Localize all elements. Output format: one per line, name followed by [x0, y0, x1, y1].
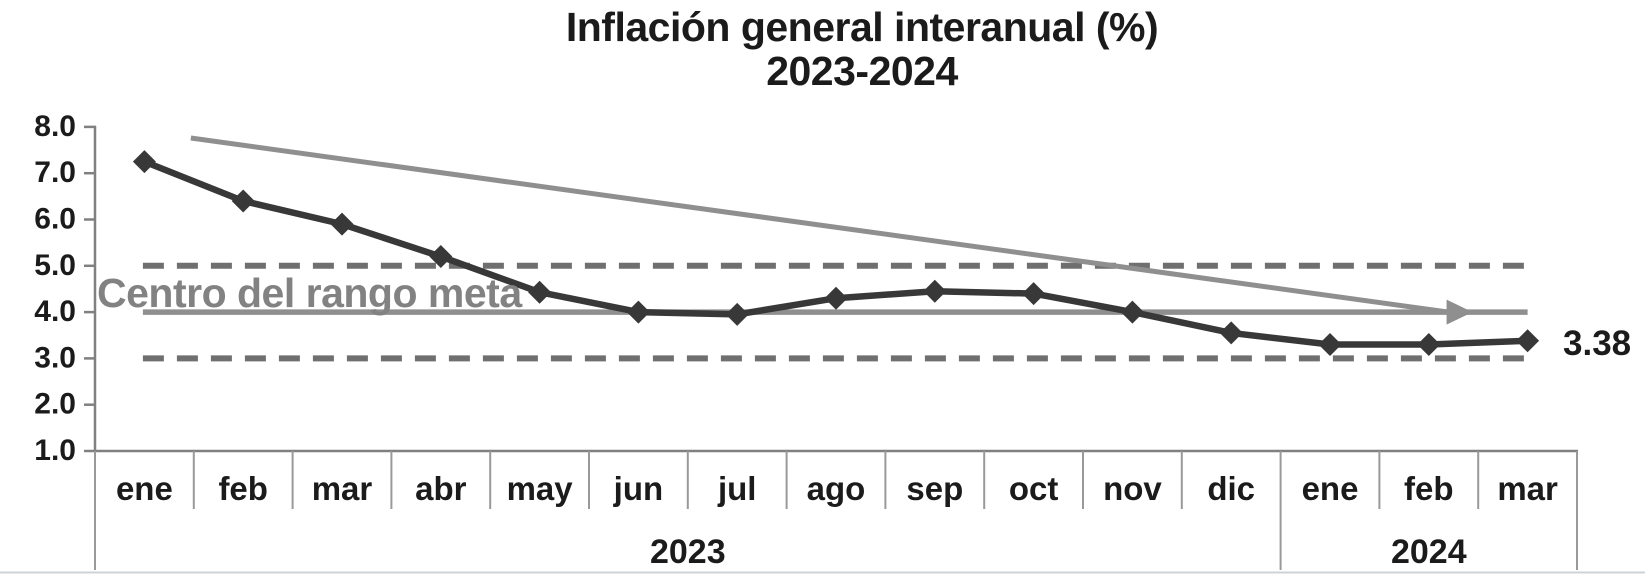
- x-tick-label-month: oct: [1009, 470, 1059, 507]
- x-axis-year-label: 2024: [1391, 533, 1467, 571]
- series-marker-diamond: [132, 150, 156, 174]
- series-marker-diamond: [1219, 321, 1243, 345]
- x-tick-label-month: feb: [1404, 470, 1454, 507]
- series-marker-diamond: [1120, 300, 1144, 324]
- chart-title-line1: Inflación general interanual (%): [565, 4, 1159, 50]
- y-tick-label: 6.0: [34, 203, 76, 236]
- y-tick-label: 1.0: [34, 434, 76, 467]
- x-tick-label-month: ago: [807, 470, 866, 507]
- y-tick-label: 7.0: [34, 156, 76, 189]
- y-tick-label: 2.0: [34, 388, 76, 421]
- x-tick-label-month: ene: [1302, 470, 1359, 507]
- series-line: [141, 158, 1531, 348]
- y-tick-label: 5.0: [34, 249, 76, 282]
- x-tick-label-month: feb: [218, 470, 268, 507]
- x-tick-label-month: jun: [613, 470, 663, 507]
- series-marker-diamond: [1516, 329, 1540, 353]
- series-marker-diamond: [330, 212, 354, 236]
- x-tick-label-month: dic: [1207, 470, 1255, 507]
- trend-arrow-line: [190, 135, 1449, 315]
- target-range-center-label: Centro del rango meta: [97, 270, 522, 316]
- x-tick-label-month: abr: [415, 470, 467, 507]
- series-marker-diamond: [1022, 282, 1046, 306]
- chart-title-line2: 2023-2024: [766, 48, 958, 94]
- series-marker-diamond: [1417, 333, 1441, 357]
- series-marker-diamond: [528, 280, 552, 304]
- x-tick-label-month: ene: [116, 470, 173, 507]
- series-marker-diamond: [626, 300, 650, 324]
- x-tick-label-month: mar: [312, 470, 373, 507]
- y-tick-label: 4.0: [34, 295, 76, 328]
- x-tick-label-month: jul: [717, 470, 757, 507]
- series-marker-diamond: [1318, 333, 1342, 357]
- series-marker-diamond: [231, 189, 255, 213]
- chart-title: Inflación general interanual (%) 2023-20…: [565, 4, 1159, 94]
- y-tick-label: 8.0: [34, 110, 76, 143]
- last-value-label: 3.38: [1563, 324, 1632, 363]
- series-marker-diamond: [725, 302, 749, 326]
- series-marker-diamond: [824, 286, 848, 310]
- x-tick-label-month: nov: [1103, 470, 1162, 507]
- y-tick-label: 3.0: [34, 341, 76, 374]
- x-tick-label-month: mar: [1497, 470, 1558, 507]
- series-marker-diamond: [429, 245, 453, 269]
- trend-arrowhead: [1446, 299, 1473, 325]
- x-tick-label-month: may: [507, 470, 574, 507]
- x-tick-label-month: sep: [906, 470, 963, 507]
- series-marker-diamond: [923, 279, 947, 303]
- x-axis-year-label: 2023: [650, 533, 726, 571]
